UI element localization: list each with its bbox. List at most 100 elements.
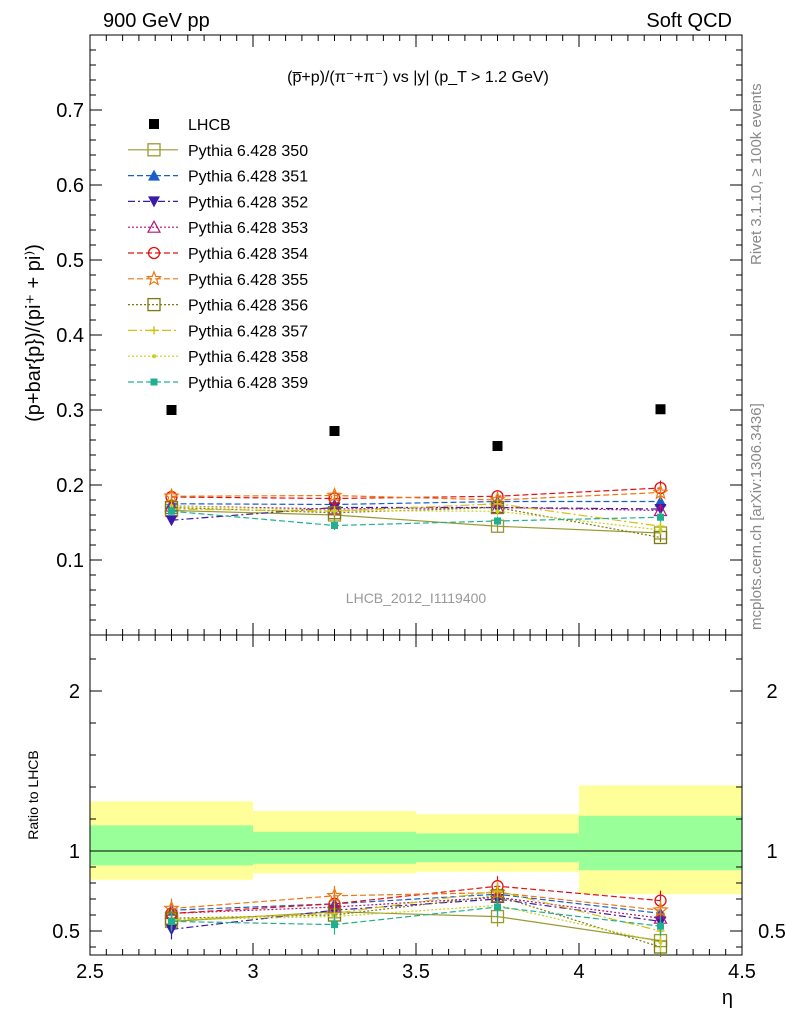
ratio-band-green [579, 815, 742, 871]
legend-item: Pythia 6.428 351 [128, 169, 308, 186]
main-point [163, 487, 180, 504]
ratio-band-green [253, 831, 416, 864]
legend-label: Pythia 6.428 353 [188, 220, 308, 237]
main-series-10 [168, 506, 664, 530]
legend-item: LHCB [149, 117, 231, 134]
main-series-line [171, 487, 661, 500]
main-point [166, 405, 177, 415]
ratio-y-tick-label: 2 [69, 681, 80, 703]
legend-marker [152, 354, 156, 359]
legend-label: Pythia 6.428 352 [188, 194, 308, 211]
main-plot: 0.1 0.2 0.3 0.4 0.5 0.6 0.7 [56, 34, 743, 636]
x-axis-label: η [722, 987, 733, 1009]
ratio-series-line [171, 893, 661, 914]
plot-title: (p̅+p)/(π⁻+π⁻) vs |y| (p_T > 1.2 GeV) [287, 69, 549, 86]
legend-label: Pythia 6.428 358 [188, 349, 308, 366]
main-series-0 [166, 404, 666, 451]
legend-label: Pythia 6.428 350 [188, 143, 308, 160]
legend-item: Pythia 6.428 350 [128, 143, 308, 160]
ratio-point [652, 901, 669, 918]
legend-marker [148, 169, 160, 181]
ratio-band-green [90, 825, 253, 866]
analysis-watermark: LHCB_2012_I1119400 [346, 590, 487, 606]
legend-marker [145, 270, 163, 286]
main-series-5 [165, 480, 667, 505]
x-tick-label: 4 [573, 961, 584, 983]
legend-marker [147, 297, 161, 312]
ratio-series-line [171, 890, 661, 932]
legend-label: Pythia 6.428 356 [188, 298, 308, 315]
main-y-tick-label: 0.4 [56, 325, 84, 347]
legend-label: LHCB [188, 117, 231, 134]
legend-marker [150, 378, 158, 386]
main-y-tick-label: 0.5 [56, 250, 84, 272]
x-tick-label: 4.5 [728, 961, 756, 983]
ratio-y-tick-label: 1 [69, 841, 80, 863]
main-point [495, 509, 500, 514]
x-tick-label: 3.5 [402, 961, 430, 983]
ratio-series-9 [168, 897, 664, 937]
legend-item: Pythia 6.428 354 [128, 246, 308, 263]
main-y-tick-label: 0.3 [56, 400, 84, 422]
x-tick-label: 3 [247, 961, 258, 983]
main-point [168, 507, 175, 515]
legend-item: Pythia 6.428 358 [128, 349, 308, 366]
main-y-tick-label: 0.6 [56, 175, 84, 197]
main-series-line [171, 505, 661, 531]
header-left: 900 GeV pp [103, 10, 210, 32]
ratio-ylabel: Ratio to LHCB [25, 750, 41, 839]
legend-item: Pythia 6.428 357 [128, 323, 308, 340]
ratio-series-line [171, 906, 661, 927]
main-point [169, 504, 174, 508]
main-series-9 [169, 501, 663, 535]
main-point [493, 499, 502, 508]
main-point [331, 522, 338, 529]
main-point [657, 513, 664, 521]
main-series-line [171, 500, 661, 506]
ratio-point [494, 903, 501, 911]
main-y-tick-label: 0.7 [56, 100, 84, 122]
ratio-point [326, 887, 343, 903]
main-series-line [171, 510, 661, 527]
x-tick-label: 2.5 [76, 961, 104, 983]
legend-item: Pythia 6.428 355 [128, 270, 308, 289]
main-ylabel: (p+bar{p})/(pi⁺ + pi⁾) [23, 244, 45, 422]
legend-item: Pythia 6.428 352 [128, 194, 308, 211]
ratio-series-line [171, 904, 661, 943]
ratio-y-tick-label: 0.5 [52, 921, 80, 943]
legend-marker [148, 196, 160, 208]
ratio-series-line [171, 885, 661, 914]
legend-marker [150, 326, 158, 335]
ratio-y-tick-label-right: 2 [766, 681, 777, 703]
main-point [654, 495, 667, 507]
ratio-band-green [416, 833, 579, 863]
legend-marker [146, 219, 162, 233]
ratio-point [657, 922, 664, 930]
ratio-y-tick-label-right: 0.5 [758, 921, 786, 943]
main-point [492, 441, 503, 451]
legend: LHCB Pythia 6.428 350 Pythia 6.428 351 Pyth… [128, 117, 308, 392]
mcplots-label: mcplots.cern.ch [arXiv:1306.3436] [748, 403, 765, 630]
ratio-point [493, 887, 502, 895]
main-point [494, 517, 501, 525]
main-series-line [171, 491, 661, 501]
main-point [655, 404, 666, 415]
ratio-series-line [171, 898, 661, 930]
legend-label: Pythia 6.428 355 [188, 272, 308, 289]
legend-marker [149, 119, 159, 129]
legend-marker [147, 143, 161, 157]
legend-label: Pythia 6.428 359 [188, 375, 308, 392]
main-point [329, 426, 340, 436]
legend-item: Pythia 6.428 359 [128, 375, 308, 392]
header-right: Soft QCD [646, 10, 732, 32]
legend-item: Pythia 6.428 356 [128, 298, 308, 315]
ratio-y-tick-label-right: 1 [766, 841, 777, 863]
main-y-tick-label: 0.1 [56, 550, 84, 572]
main-point [332, 508, 337, 513]
ratio-series-line [171, 895, 661, 948]
main-point [326, 486, 343, 503]
main-y-tick-label: 0.2 [56, 475, 84, 497]
main-point [658, 528, 663, 532]
ratio-plot: 2.5 3 3.5 4 4.50.5 0.51 12 2 [52, 634, 786, 983]
